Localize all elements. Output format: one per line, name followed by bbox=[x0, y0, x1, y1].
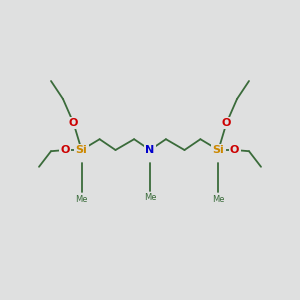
Text: O: O bbox=[222, 118, 231, 128]
Text: Si: Si bbox=[76, 145, 88, 155]
Text: O: O bbox=[69, 118, 78, 128]
Text: Me: Me bbox=[212, 195, 225, 204]
Text: Si: Si bbox=[212, 145, 224, 155]
Text: Me: Me bbox=[144, 194, 156, 202]
Text: Me: Me bbox=[75, 195, 88, 204]
Text: O: O bbox=[61, 145, 70, 155]
Text: O: O bbox=[230, 145, 239, 155]
Text: N: N bbox=[146, 145, 154, 155]
